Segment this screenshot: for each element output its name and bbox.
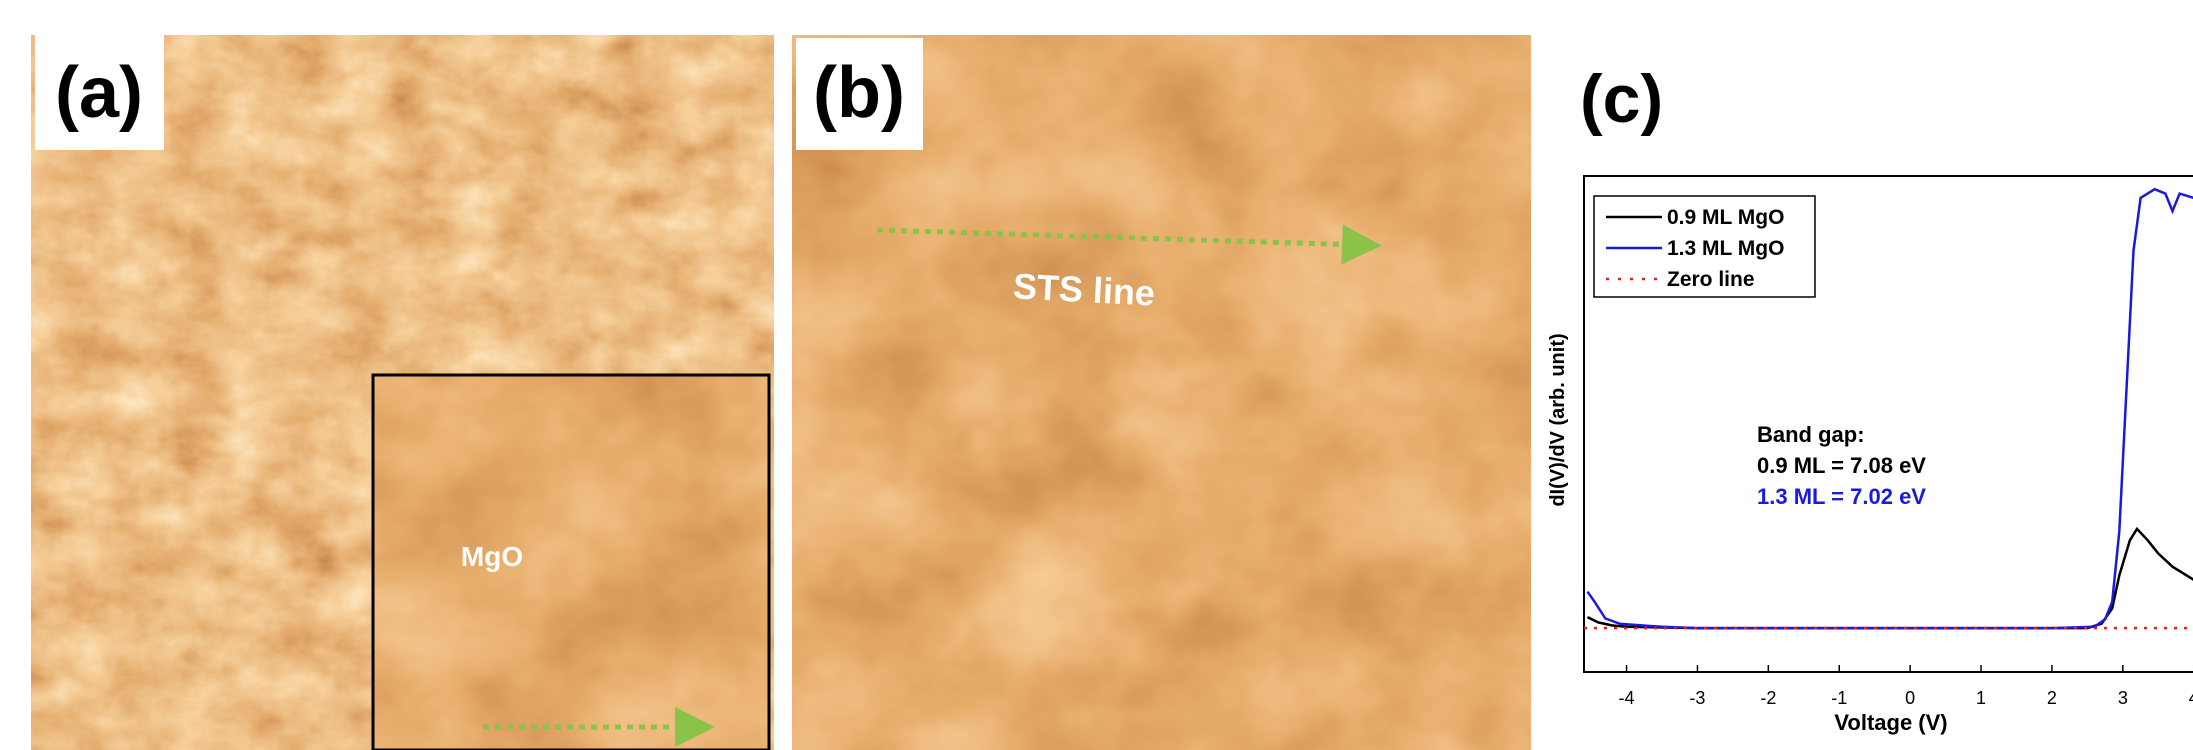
- stm-inset: [373, 375, 769, 750]
- x-tick-label: -3: [1689, 688, 1705, 708]
- x-tick-label: -2: [1760, 688, 1776, 708]
- annotation: Band gap:: [1757, 422, 1865, 447]
- panel-label: (c): [1580, 61, 1663, 137]
- x-tick-label: -1: [1831, 688, 1847, 708]
- sts-label: STS line: [1012, 265, 1156, 313]
- x-tick-label: 3: [2118, 688, 2128, 708]
- panel-label: (b): [813, 53, 905, 133]
- panel-label: (a): [55, 53, 143, 133]
- figure: (a) MgO (b) STS line (c) -4 -3 -2 -1 0 1 2 3 4 V…: [0, 0, 2193, 750]
- x-tick-label: 4: [2189, 688, 2193, 708]
- legend-label: 0.9 ML MgO: [1667, 206, 1784, 229]
- y-axis-label: dI(V)/dV (arb. unit): [1547, 333, 1569, 506]
- x-tick-label: 2: [2047, 688, 2057, 708]
- x-axis-label: Voltage (V): [1834, 710, 1947, 735]
- page: (a) MgO (b) STS line (c) -4 -3 -2 -1 0 1 2 3 4 V…: [0, 0, 2193, 750]
- annotation: 0.9 ML = 7.08 eV: [1757, 453, 1926, 478]
- legend-label: 1.3 ML MgO: [1667, 237, 1784, 260]
- x-tick-label: 1: [1976, 688, 1986, 708]
- x-tick-label: 0: [1905, 688, 1915, 708]
- inset-label: MgO: [461, 541, 523, 572]
- annotation: 1.3 ML = 7.02 eV: [1757, 484, 1926, 509]
- x-tick-label: -4: [1619, 688, 1635, 708]
- legend-label: Zero line: [1667, 268, 1755, 291]
